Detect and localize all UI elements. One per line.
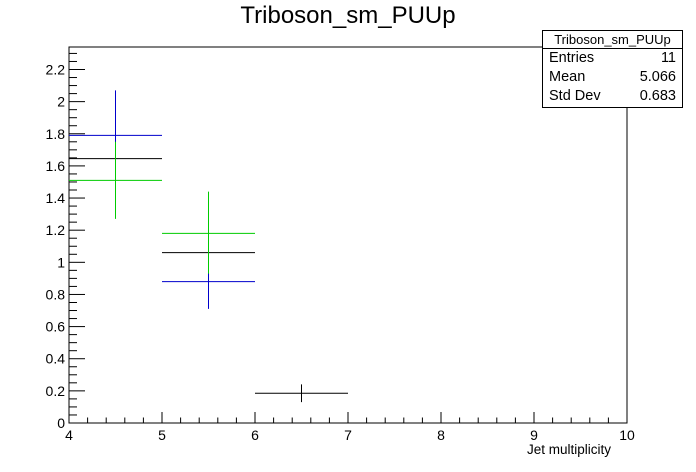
stats-label: Entries bbox=[549, 50, 595, 66]
y-tick-label: 1.4 bbox=[46, 190, 66, 206]
stats-label: Std Dev bbox=[549, 88, 601, 104]
stats-value: 11 bbox=[660, 50, 676, 66]
x-tick-label: 10 bbox=[619, 427, 635, 443]
y-tick-label: 0.4 bbox=[46, 351, 66, 367]
x-tick-label: 5 bbox=[158, 427, 166, 443]
stats-box: Triboson_sm_PUUp Entries 11 Mean 5.066 S… bbox=[542, 30, 683, 108]
x-tick-label: 9 bbox=[530, 427, 538, 443]
x-axis-label: Jet multiplicity bbox=[527, 442, 612, 457]
x-tick-label: 6 bbox=[251, 427, 259, 443]
x-tick-label: 7 bbox=[344, 427, 352, 443]
y-tick-label: 0.2 bbox=[46, 383, 66, 399]
stats-row-mean: Mean 5.066 bbox=[543, 68, 682, 87]
stats-value: 0.683 bbox=[639, 88, 676, 104]
stats-row-entries: Entries 11 bbox=[543, 49, 682, 68]
y-tick-label: 0.6 bbox=[46, 319, 66, 335]
y-tick-label: 2 bbox=[57, 94, 65, 110]
y-tick-label: 1.8 bbox=[46, 126, 66, 142]
x-tick-label: 8 bbox=[437, 427, 445, 443]
y-tick-label: 2.2 bbox=[46, 61, 66, 77]
stats-box-title: Triboson_sm_PUUp bbox=[543, 31, 682, 49]
stats-value: 5.066 bbox=[639, 69, 676, 85]
chart-title: Triboson_sm_PUUp bbox=[240, 2, 456, 29]
y-tick-label: 1 bbox=[57, 254, 65, 270]
y-tick-label: 1.6 bbox=[46, 158, 66, 174]
y-tick-label: 1.2 bbox=[46, 222, 66, 238]
stats-row-stddev: Std Dev 0.683 bbox=[543, 87, 682, 106]
y-tick-label: 0 bbox=[57, 415, 65, 431]
x-tick-label: 4 bbox=[65, 427, 73, 443]
y-tick-label: 0.8 bbox=[46, 286, 66, 302]
stats-label: Mean bbox=[549, 69, 586, 85]
